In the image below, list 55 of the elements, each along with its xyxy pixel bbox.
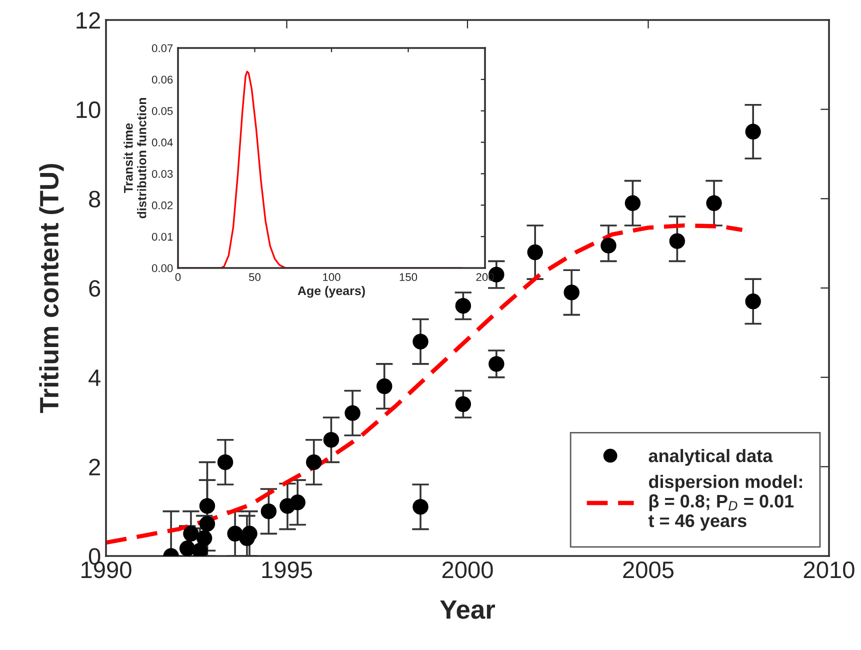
y-tick-label: 0.05 — [152, 107, 173, 115]
y-tick-label: 0.01 — [152, 232, 173, 241]
point — [344, 405, 360, 421]
x-tick-label: 0 — [175, 273, 181, 282]
x-tick-label: 100 — [323, 273, 340, 282]
point — [669, 233, 686, 249]
legend-label: dispersion model: β = 0.8; P$_{D}$ = 0.01 t = 46 years — [648, 474, 802, 531]
legend-label: analytical data — [648, 448, 773, 466]
point — [706, 195, 722, 211]
point — [745, 124, 761, 140]
point — [199, 516, 216, 532]
point — [527, 244, 543, 260]
y-tick-label: 10 — [76, 101, 100, 118]
point — [412, 499, 428, 515]
y-tick-label: 6 — [89, 280, 100, 297]
point — [745, 294, 761, 310]
y-axis-title: Tritium content (TU) — [39, 164, 64, 414]
point — [196, 530, 212, 546]
y-axis-title: Transit time distribution function — [124, 98, 146, 218]
point — [242, 526, 258, 542]
point — [306, 454, 322, 470]
point — [564, 284, 580, 300]
point — [323, 432, 340, 448]
point — [217, 454, 234, 470]
x-tick-label: 1995 — [262, 561, 312, 578]
point — [192, 542, 208, 556]
point — [624, 195, 641, 211]
x-tick-label: 2010 — [804, 561, 854, 578]
x-axis-title: Year — [440, 600, 495, 619]
y-tick-label: 0.07 — [152, 44, 173, 52]
y-tick-label: 0.03 — [152, 170, 173, 178]
y-tick-label: 2 — [89, 458, 100, 476]
x-axis-title: Age (years) — [298, 286, 365, 298]
y-tick-label: 4 — [88, 370, 100, 386]
x-tick-label: 150 — [400, 273, 418, 282]
y-tick-label: 0.02 — [152, 201, 173, 210]
point — [290, 494, 306, 510]
y-tick-label: 0.04 — [152, 138, 173, 146]
point — [455, 396, 472, 412]
y-tick-label: 12 — [76, 12, 100, 29]
y-tick-label: 0.06 — [152, 76, 173, 84]
point — [199, 498, 216, 514]
x-tick-label: 50 — [249, 273, 260, 282]
point — [227, 526, 243, 542]
x-tick-label: 2000 — [442, 561, 493, 578]
point — [488, 356, 504, 372]
x-tick-label: 2005 — [623, 561, 674, 578]
point — [376, 378, 392, 394]
y-tick-label: 8 — [89, 190, 100, 208]
point — [183, 526, 199, 542]
point — [260, 503, 277, 520]
point — [412, 334, 428, 350]
point — [600, 238, 616, 254]
point — [455, 298, 472, 314]
y-tick-label: 0.00 — [152, 264, 173, 272]
